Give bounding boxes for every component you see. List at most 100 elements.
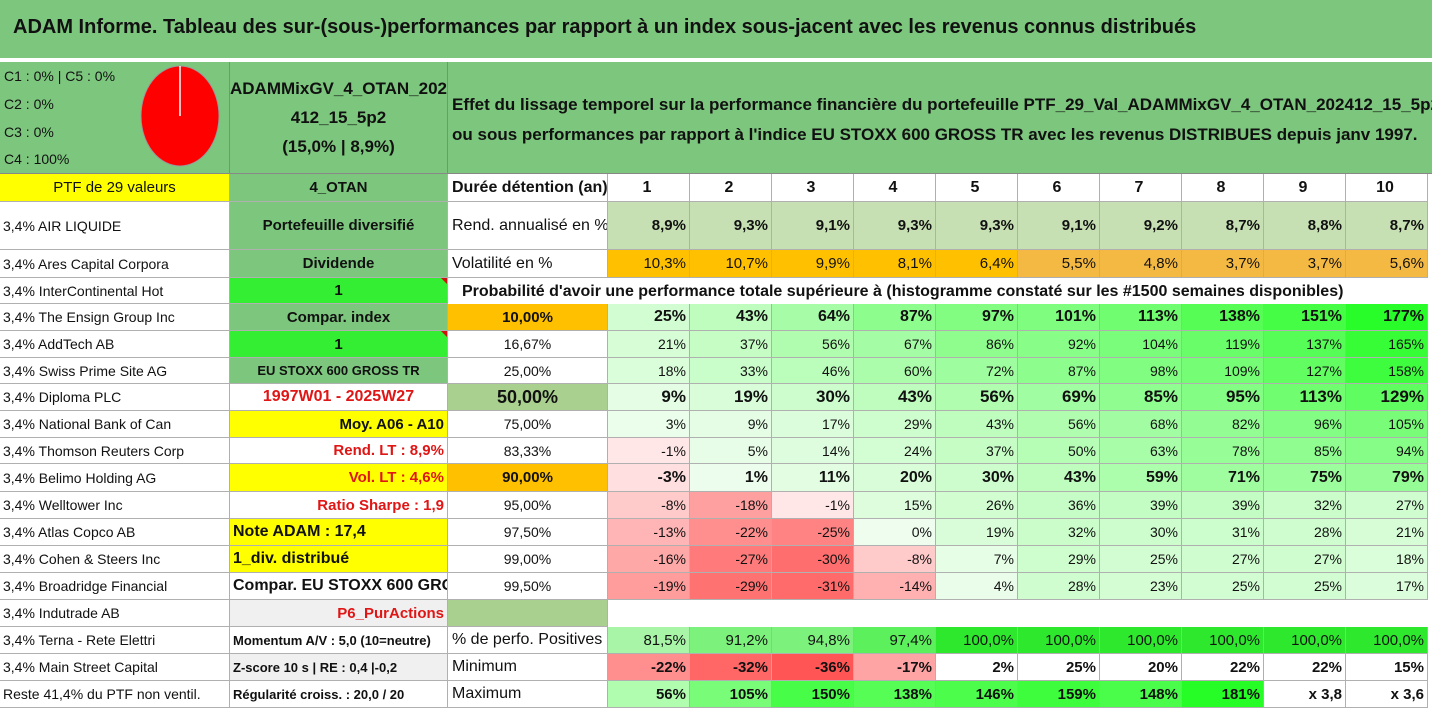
year-header[interactable]: 8: [1182, 174, 1264, 202]
info-cell[interactable]: 1: [230, 331, 448, 358]
probability-value[interactable]: 25%: [1182, 573, 1264, 600]
probability-value[interactable]: 0%: [854, 519, 936, 546]
info-cell[interactable]: Moy. A06 - A10: [230, 411, 448, 438]
duration-label[interactable]: Durée détention (an): [448, 174, 608, 202]
holding-cell[interactable]: 3,4% Diploma PLC: [0, 384, 230, 411]
probability-value[interactable]: 18%: [608, 358, 690, 384]
maximum-value[interactable]: x 3,6: [1346, 681, 1428, 708]
probability-value[interactable]: -30%: [772, 546, 854, 573]
probability-value[interactable]: 25%: [1100, 546, 1182, 573]
positive-value[interactable]: 100,0%: [1182, 627, 1264, 654]
probability-value[interactable]: 21%: [1346, 519, 1428, 546]
holding-cell[interactable]: 3,4% Cohen & Steers Inc: [0, 546, 230, 573]
probability-value[interactable]: 82%: [1182, 411, 1264, 438]
probability-value[interactable]: 25%: [608, 304, 690, 331]
probability-value[interactable]: 109%: [1182, 358, 1264, 384]
year-header[interactable]: 5: [936, 174, 1018, 202]
vol-value[interactable]: 8,1%: [854, 250, 936, 278]
probability-value[interactable]: 63%: [1100, 438, 1182, 464]
rend-value[interactable]: 9,3%: [854, 202, 936, 250]
probability-value[interactable]: 56%: [772, 331, 854, 358]
maximum-value[interactable]: 181%: [1182, 681, 1264, 708]
positive-value[interactable]: 100,0%: [1264, 627, 1346, 654]
probability-value[interactable]: 30%: [936, 464, 1018, 492]
probability-value[interactable]: 97%: [936, 304, 1018, 331]
maximum-value[interactable]: 105%: [690, 681, 772, 708]
minimum-label[interactable]: Minimum: [448, 654, 608, 681]
probability-value[interactable]: 24%: [854, 438, 936, 464]
info-cell[interactable]: EU STOXX 600 GROSS TR: [230, 358, 448, 384]
probability-value[interactable]: 30%: [772, 384, 854, 411]
vol-value[interactable]: 9,9%: [772, 250, 854, 278]
probability-value[interactable]: 36%: [1018, 492, 1100, 519]
probability-value[interactable]: 46%: [772, 358, 854, 384]
probability-value[interactable]: 138%: [1182, 304, 1264, 331]
positive-value[interactable]: 81,5%: [608, 627, 690, 654]
vol-value[interactable]: 6,4%: [936, 250, 1018, 278]
positive-value[interactable]: 100,0%: [936, 627, 1018, 654]
probability-value[interactable]: 151%: [1264, 304, 1346, 331]
probability-value[interactable]: 105%: [1346, 411, 1428, 438]
vol-label[interactable]: Volatilité en %: [448, 250, 608, 278]
probability-value[interactable]: 158%: [1346, 358, 1428, 384]
holding-cell[interactable]: Reste 41,4% du PTF non ventil.: [0, 681, 230, 708]
probability-value[interactable]: 19%: [690, 384, 772, 411]
probability-value[interactable]: -31%: [772, 573, 854, 600]
probability-value[interactable]: 21%: [608, 331, 690, 358]
probability-value[interactable]: 86%: [936, 331, 1018, 358]
probability-value[interactable]: 20%: [854, 464, 936, 492]
probability-value[interactable]: 87%: [1018, 358, 1100, 384]
probability-value[interactable]: 37%: [936, 438, 1018, 464]
probability-threshold[interactable]: 25,00%: [448, 358, 608, 384]
probability-value[interactable]: 43%: [1018, 464, 1100, 492]
vol-value[interactable]: 3,7%: [1182, 250, 1264, 278]
probability-value[interactable]: 27%: [1182, 546, 1264, 573]
rend-label[interactable]: Rend. annualisé en %: [448, 202, 608, 250]
holding-cell[interactable]: 3,4% Belimo Holding AG: [0, 464, 230, 492]
vol-value[interactable]: 4,8%: [1100, 250, 1182, 278]
maximum-value[interactable]: x 3,8: [1264, 681, 1346, 708]
probability-value[interactable]: -14%: [854, 573, 936, 600]
probability-value[interactable]: -8%: [854, 546, 936, 573]
rend-value[interactable]: 9,1%: [772, 202, 854, 250]
info-cell[interactable]: P6_PurActions: [230, 600, 448, 627]
minimum-value[interactable]: 2%: [936, 654, 1018, 681]
holding-cell[interactable]: 3,4% AddTech AB: [0, 331, 230, 358]
rend-value[interactable]: 8,7%: [1346, 202, 1428, 250]
maximum-label[interactable]: Maximum: [448, 681, 608, 708]
probability-value[interactable]: -8%: [608, 492, 690, 519]
probability-value[interactable]: 95%: [1182, 384, 1264, 411]
holding-cell[interactable]: 3,4% Terna - Rete Elettri: [0, 627, 230, 654]
info-cell[interactable]: Momentum A/V : 5,0 (10=neutre): [230, 627, 448, 654]
probability-value[interactable]: 28%: [1018, 573, 1100, 600]
probability-value[interactable]: 43%: [690, 304, 772, 331]
probability-value[interactable]: 7%: [936, 546, 1018, 573]
probability-threshold[interactable]: 50,00%: [448, 384, 608, 411]
year-header[interactable]: 7: [1100, 174, 1182, 202]
probability-value[interactable]: -1%: [608, 438, 690, 464]
probability-value[interactable]: 32%: [1264, 492, 1346, 519]
holding-cell[interactable]: 3,4% Main Street Capital: [0, 654, 230, 681]
probability-value[interactable]: 19%: [936, 519, 1018, 546]
probability-value[interactable]: 92%: [1018, 331, 1100, 358]
rend-value[interactable]: 8,9%: [608, 202, 690, 250]
probability-value[interactable]: 96%: [1264, 411, 1346, 438]
probability-value[interactable]: 85%: [1100, 384, 1182, 411]
maximum-value[interactable]: 148%: [1100, 681, 1182, 708]
info-cell[interactable]: 1: [230, 278, 448, 304]
info-cell[interactable]: Compar. index: [230, 304, 448, 331]
probability-value[interactable]: 29%: [1018, 546, 1100, 573]
info-cell[interactable]: Rend. LT : 8,9%: [230, 438, 448, 464]
year-header[interactable]: 9: [1264, 174, 1346, 202]
holding-cell[interactable]: 3,4% Atlas Copco AB: [0, 519, 230, 546]
probability-value[interactable]: 60%: [854, 358, 936, 384]
probability-value[interactable]: 85%: [1264, 438, 1346, 464]
probability-value[interactable]: -1%: [772, 492, 854, 519]
probability-value[interactable]: -3%: [608, 464, 690, 492]
minimum-value[interactable]: 20%: [1100, 654, 1182, 681]
positive-value[interactable]: 100,0%: [1346, 627, 1428, 654]
probability-value[interactable]: 14%: [772, 438, 854, 464]
probability-value[interactable]: 67%: [854, 331, 936, 358]
probability-value[interactable]: 69%: [1018, 384, 1100, 411]
vol-value[interactable]: 3,7%: [1264, 250, 1346, 278]
